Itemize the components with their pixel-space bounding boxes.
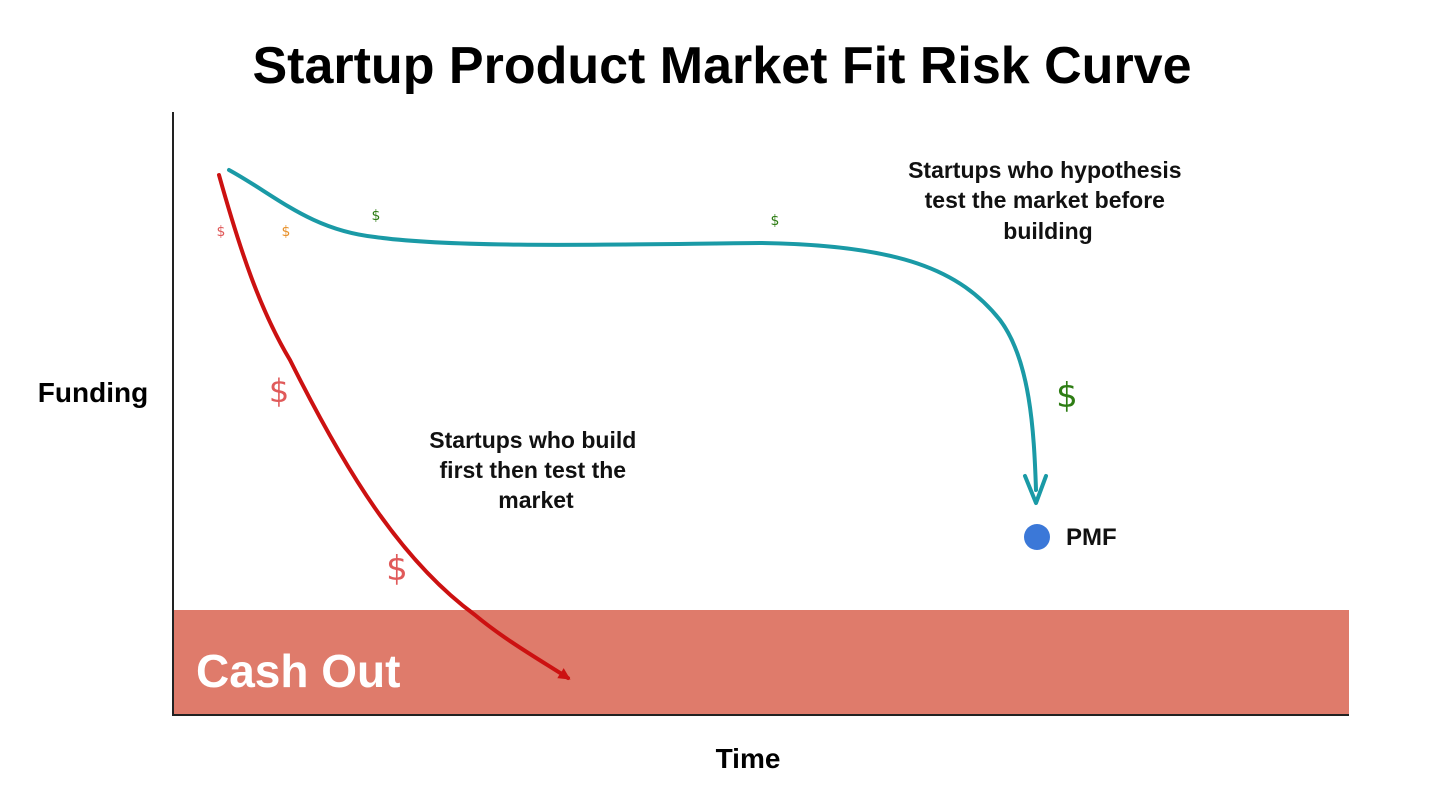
dollar-sign: $ [1056,376,1078,416]
test-first-annotation: Startups who hypothesis test the market … [908,157,1188,244]
test-first-annotation-line: Startups who hypothesis [908,157,1181,183]
dollar-sign: $ [372,208,381,224]
y-axis-label: Funding [38,377,148,408]
cash-out-zone [173,610,1349,715]
build-first-curve [217,173,571,680]
diagram-title: Startup Product Market Fit Risk Curve [252,37,1191,95]
pmf-label: PMF [1066,524,1117,551]
dollar-sign: $ [282,224,291,240]
dollar-sign: $ [386,549,408,589]
dollar-sign: $ [771,213,780,229]
test-first-annotation-line: test the market before [925,187,1165,213]
test-first-curve [227,168,1038,492]
build-first-annotation-line: Startups who build [429,427,636,453]
x-axis-label: Time [716,743,781,774]
test-first-annotation-line: building [1003,218,1092,244]
dollar-sign: $ [217,224,226,240]
dollar-sign: $ [269,372,289,410]
pmf-circle-dot-icon [1024,524,1050,550]
cash-out-label: Cash Out [196,645,400,697]
build-first-annotation: Startups who build first then test the m… [429,427,642,513]
build-first-annotation-line: first then test the [440,457,627,483]
build-first-annotation-line: market [498,487,574,513]
test-first-arrow-head-icon [1023,474,1048,505]
